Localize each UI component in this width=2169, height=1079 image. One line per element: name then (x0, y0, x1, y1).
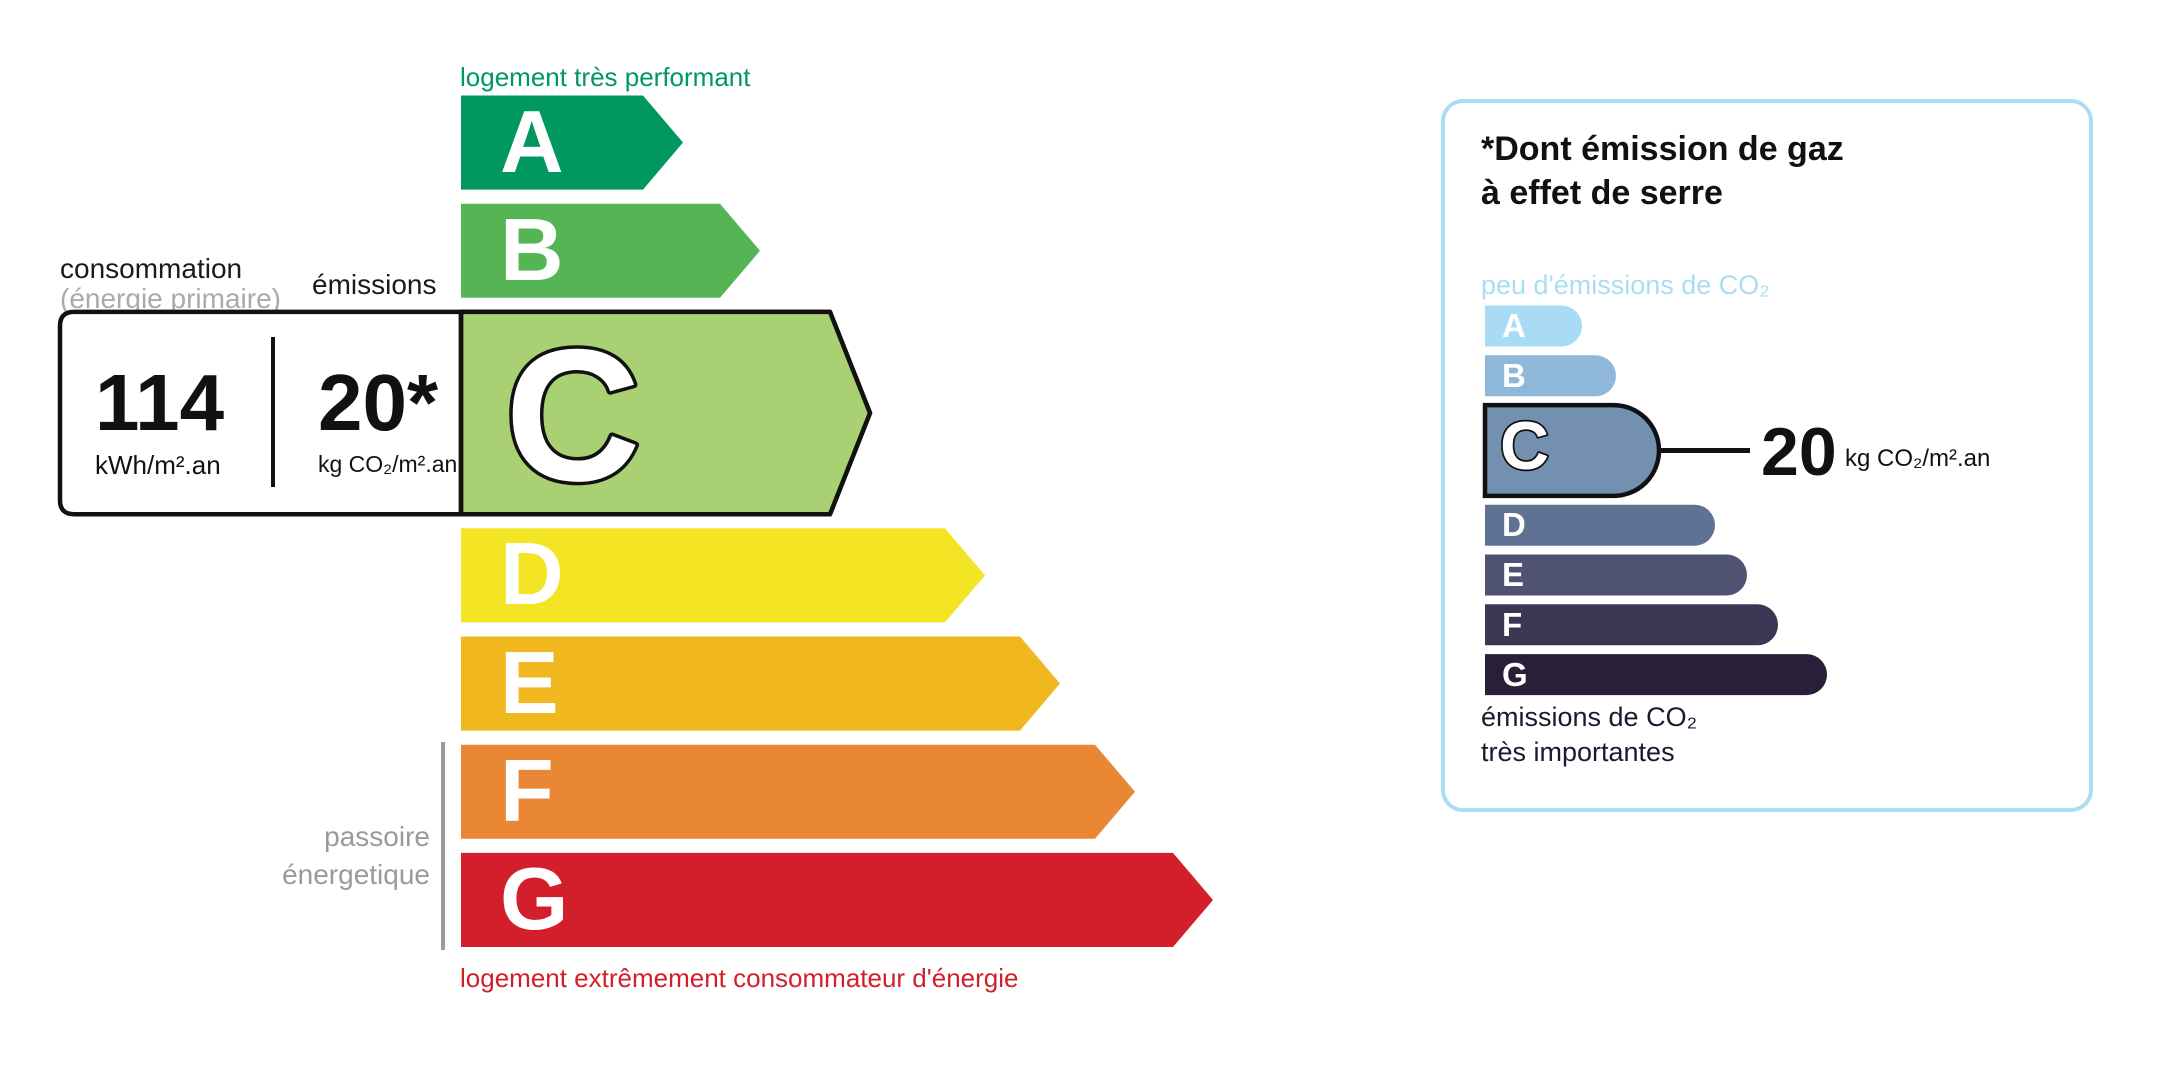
svg-text:B: B (1502, 357, 1526, 394)
svg-text:kg CO₂/m².an: kg CO₂/m².an (1845, 445, 1990, 472)
svg-text:D: D (1502, 506, 1526, 543)
svg-text:E: E (1502, 556, 1524, 593)
svg-text:F: F (1502, 606, 1522, 643)
svg-text:C: C (1500, 408, 1549, 484)
svg-text:20: 20 (1761, 414, 1837, 490)
svg-text:G: G (1502, 656, 1528, 693)
svg-text:A: A (1502, 307, 1526, 344)
